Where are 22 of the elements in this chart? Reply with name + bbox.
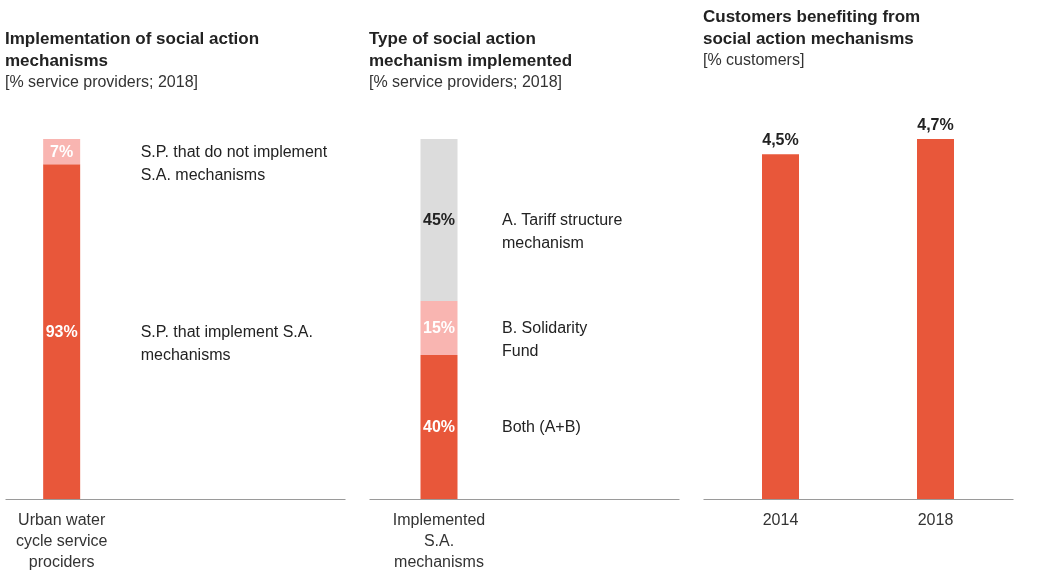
- chart-subtitle: [% service providers; 2018]: [5, 73, 198, 90]
- chart-title: Customers benefiting from social action mechanisms: [703, 7, 921, 48]
- chart-subtitle: [% customers]: [703, 51, 805, 68]
- text: A. Tariff structure mechanism: [502, 211, 623, 251]
- chart-title: Implementation of social action mechanisms: [5, 29, 260, 70]
- data-label: 15%: [422, 319, 456, 336]
- data-label: 45%: [422, 211, 456, 228]
- chart-title: Type of social action mechanism implemented: [369, 29, 573, 70]
- x-tick-label: Implemented S.A. mechanisms: [392, 510, 486, 570]
- text: S.P. that do not implement S.A. mechanisms: [140, 142, 328, 183]
- x-tick-label: 2018: [917, 510, 954, 528]
- text: B. Solidarity Fund: [502, 319, 588, 359]
- data-label: 40%: [422, 418, 456, 435]
- text: S.P. that implement S.A. mechanisms: [140, 322, 313, 363]
- text: Both (A+B): [502, 418, 581, 435]
- data-label: 4,7%: [917, 116, 954, 133]
- x-tick-label: 2014: [762, 510, 799, 528]
- chart-subtitle: [% service providers; 2018]: [369, 73, 562, 90]
- data-label: 93%: [45, 322, 78, 340]
- data-label: 7%: [50, 142, 74, 160]
- x-tick-label: Urban water cycle service prociders: [15, 510, 108, 570]
- data-label: 4,5%: [762, 131, 799, 149]
